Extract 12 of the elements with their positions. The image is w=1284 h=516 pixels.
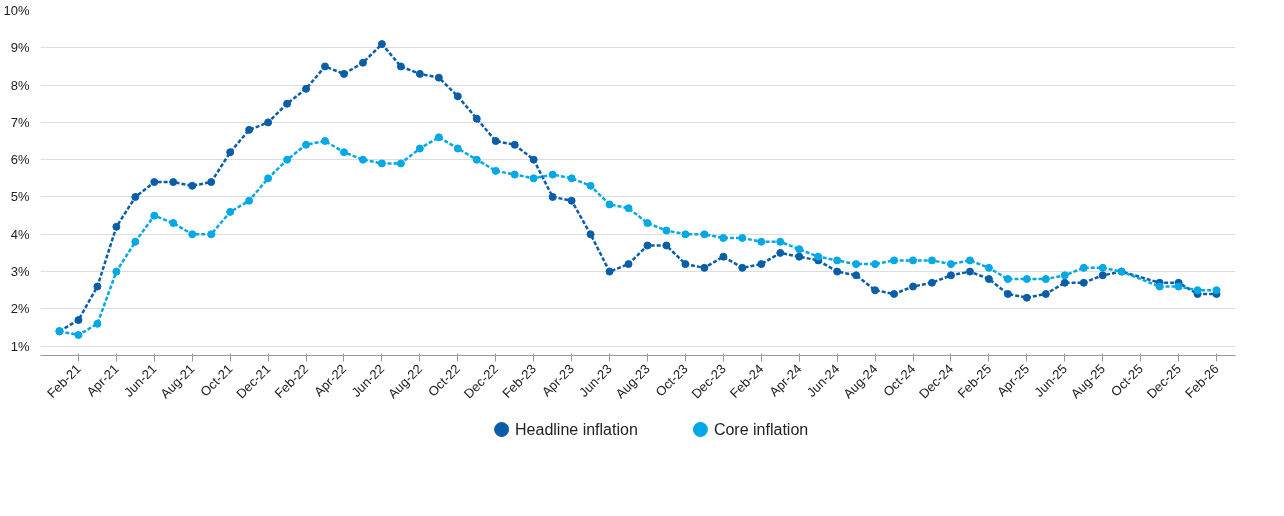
y-tick-label: 6% [10, 152, 30, 168]
y-tick-label: 10% [3, 3, 30, 18]
y-tick-label: 5% [10, 189, 30, 205]
y-tick-label: 9% [10, 40, 30, 56]
y-tick-label: 2% [10, 301, 30, 317]
legend-label: Core inflation [713, 421, 809, 438]
y-tick-label: 8% [10, 77, 30, 93]
y-tick-label: 7% [10, 114, 30, 130]
y-tick-label: 3% [10, 264, 30, 280]
y-tick-label: 1% [10, 338, 30, 354]
legend-label: Headline inflation [515, 421, 638, 438]
y-tick-label: 4% [10, 226, 30, 242]
